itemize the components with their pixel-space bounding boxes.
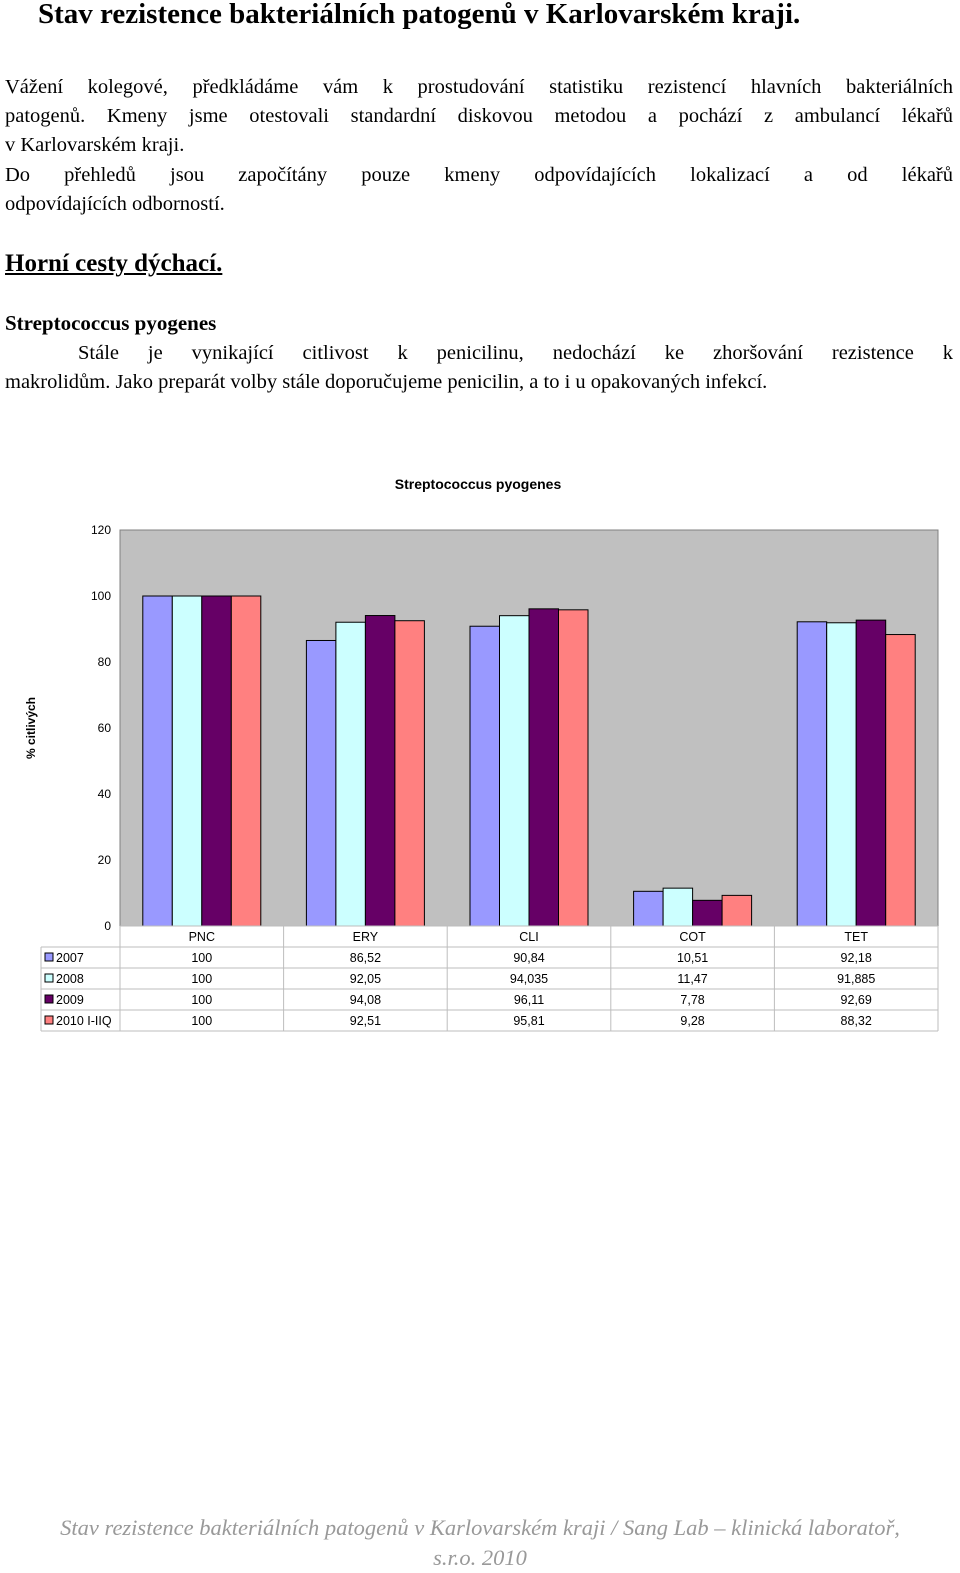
table-cell-value: 92,69 xyxy=(841,993,872,1007)
bar-2008-PNC xyxy=(171,595,203,927)
table-cell-value: 11,47 xyxy=(677,972,707,986)
bar-2008-COT xyxy=(662,887,694,927)
intro-line-2: patogenů. Kmeny jsme otestovali standard… xyxy=(5,105,953,127)
y-tick-label: 0 xyxy=(104,919,111,933)
bar-2008-TET xyxy=(826,622,857,927)
bar-2010-I-IIQ-CLI xyxy=(558,609,589,927)
chart-y-axis-label: % citlivých xyxy=(24,697,38,759)
bar-2007-CLI xyxy=(469,625,500,927)
organism-heading: Streptococcus pyogenes xyxy=(5,311,217,335)
table-cell-value: 96,11 xyxy=(514,993,544,1007)
table-cell-value: 95,81 xyxy=(513,1014,544,1028)
bar-2009-TET xyxy=(855,619,887,927)
intro-line-1: Vážení kolegové, předkládáme vám k prost… xyxy=(5,76,953,98)
table-cell-value: 91,885 xyxy=(837,972,875,986)
bar-2009-PNC xyxy=(201,595,232,927)
table-cell-value: 100 xyxy=(191,1014,212,1028)
intro-line-3: v Karlovarském kraji. xyxy=(5,134,185,156)
category-label: CLI xyxy=(519,930,538,944)
category-label: TET xyxy=(844,930,868,944)
y-tick-label: 120 xyxy=(91,523,111,537)
note-line-1: Do přehledů jsou započítány pouze kmeny … xyxy=(5,164,953,186)
organism-text-line-1: Stále je vynikající citlivost k penicili… xyxy=(78,342,953,364)
category-label: PNC xyxy=(189,930,215,944)
bar-2007-COT xyxy=(633,890,664,927)
table-cell-value: 88,32 xyxy=(841,1014,872,1028)
bar-2007-TET xyxy=(796,621,828,927)
resistance-bar-chart: Streptococcus pyogenes % citlivých 0 20 40… xyxy=(24,476,939,1032)
bar-2007-PNC xyxy=(142,595,173,927)
legend-series-name: 2008 xyxy=(56,972,84,986)
legend-key xyxy=(44,952,54,962)
bar-2010-I-IIQ-PNC xyxy=(230,595,262,927)
category-label: COT xyxy=(679,930,706,944)
bar-2009-COT xyxy=(692,899,723,927)
table-cell-value: 94,035 xyxy=(510,972,548,986)
bar-2009-ERY xyxy=(364,615,396,927)
y-tick-label: 60 xyxy=(98,721,112,735)
chart-title: Streptococcus pyogenes xyxy=(395,476,562,492)
page-title: Stav rezistence bakteriálních patogenů v… xyxy=(38,0,801,30)
bar-2010-I-IIQ-COT xyxy=(721,894,753,927)
legend-series-name: 2010 I-IIQ xyxy=(56,1014,112,1028)
table-cell-value: 90,84 xyxy=(513,951,544,965)
table-cell-value: 92,51 xyxy=(350,1014,381,1028)
table-cell-value: 100 xyxy=(191,993,212,1007)
table-cell-value: 86,52 xyxy=(350,951,381,965)
y-tick-label: 100 xyxy=(91,589,111,603)
y-tick-label: 80 xyxy=(98,655,112,669)
legend-key xyxy=(44,1015,54,1025)
note-line-2: odpovídajících odborností. xyxy=(5,193,225,215)
table-cell-value: 100 xyxy=(191,951,212,965)
bar-2009-CLI xyxy=(528,608,559,927)
legend-key xyxy=(44,994,54,1004)
bar-2010-I-IIQ-ERY xyxy=(394,620,425,927)
bar-2008-ERY xyxy=(335,621,366,927)
legend-series-name: 2009 xyxy=(56,993,84,1007)
y-tick-label: 40 xyxy=(98,787,112,801)
data-table: PNC ERY CLI COT TET 2007 100 86,52 90,84 10,51 92,… xyxy=(40,925,939,1032)
table-cell-value: 10,51 xyxy=(677,951,708,965)
table-cell-value: 7,78 xyxy=(680,993,704,1007)
category-label: ERY xyxy=(353,930,379,944)
table-cell-value: 94,08 xyxy=(350,993,381,1007)
table-cell-value: 100 xyxy=(191,972,212,986)
organism-text-line-2: makrolidům. Jako preparát volby stále do… xyxy=(5,371,768,393)
bar-2010-I-IIQ-TET xyxy=(885,634,916,927)
y-tick-label: 20 xyxy=(98,853,112,867)
table-cell-value: 9,28 xyxy=(680,1014,704,1028)
bar-2008-CLI xyxy=(499,615,530,927)
bar-2007-ERY xyxy=(305,639,337,927)
table-cell-value: 92,18 xyxy=(841,951,872,965)
y-axis-ticks: 0 20 40 60 80 100 120 xyxy=(91,523,111,933)
page-footer: Stav rezistence bakteriálních patogenů v… xyxy=(0,1513,960,1573)
footer-line-2: s.r.o. 2010 xyxy=(433,1545,527,1570)
legend-key xyxy=(44,973,54,983)
bar-series xyxy=(142,595,916,927)
table-cell-value: 92,05 xyxy=(350,972,381,986)
legend-series-name: 2007 xyxy=(56,951,84,965)
footer-line-1: Stav rezistence bakteriálních patogenů v… xyxy=(60,1515,900,1540)
section-heading: Horní cesty dýchací. xyxy=(5,250,223,277)
